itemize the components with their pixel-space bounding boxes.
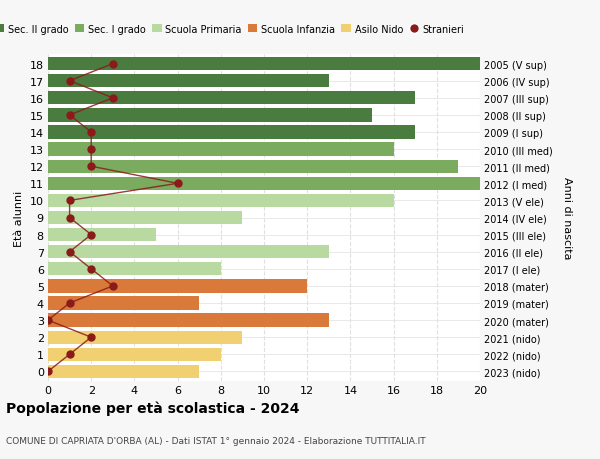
Bar — [48, 194, 394, 207]
Bar — [48, 75, 329, 88]
Bar — [48, 314, 329, 327]
Bar — [48, 177, 480, 190]
Bar — [48, 109, 372, 122]
Text: COMUNE DI CAPRIATA D'ORBA (AL) - Dati ISTAT 1° gennaio 2024 - Elaborazione TUTTI: COMUNE DI CAPRIATA D'ORBA (AL) - Dati IS… — [6, 436, 425, 445]
Bar — [48, 348, 221, 361]
Text: Popolazione per età scolastica - 2024: Popolazione per età scolastica - 2024 — [6, 401, 299, 415]
Bar — [48, 143, 394, 157]
Bar — [48, 246, 329, 259]
Y-axis label: Anni di nascita: Anni di nascita — [562, 177, 572, 259]
Bar — [48, 212, 242, 224]
Bar — [48, 126, 415, 140]
Bar — [48, 58, 480, 71]
Y-axis label: Età alunni: Età alunni — [14, 190, 24, 246]
Legend: Sec. II grado, Sec. I grado, Scuola Primaria, Scuola Infanzia, Asilo Nido, Stran: Sec. II grado, Sec. I grado, Scuola Prim… — [0, 21, 468, 39]
Bar — [48, 160, 458, 174]
Bar — [48, 263, 221, 276]
Bar — [48, 365, 199, 378]
Bar — [48, 297, 199, 310]
Bar — [48, 92, 415, 105]
Bar — [48, 229, 156, 242]
Bar — [48, 280, 307, 293]
Bar — [48, 331, 242, 344]
